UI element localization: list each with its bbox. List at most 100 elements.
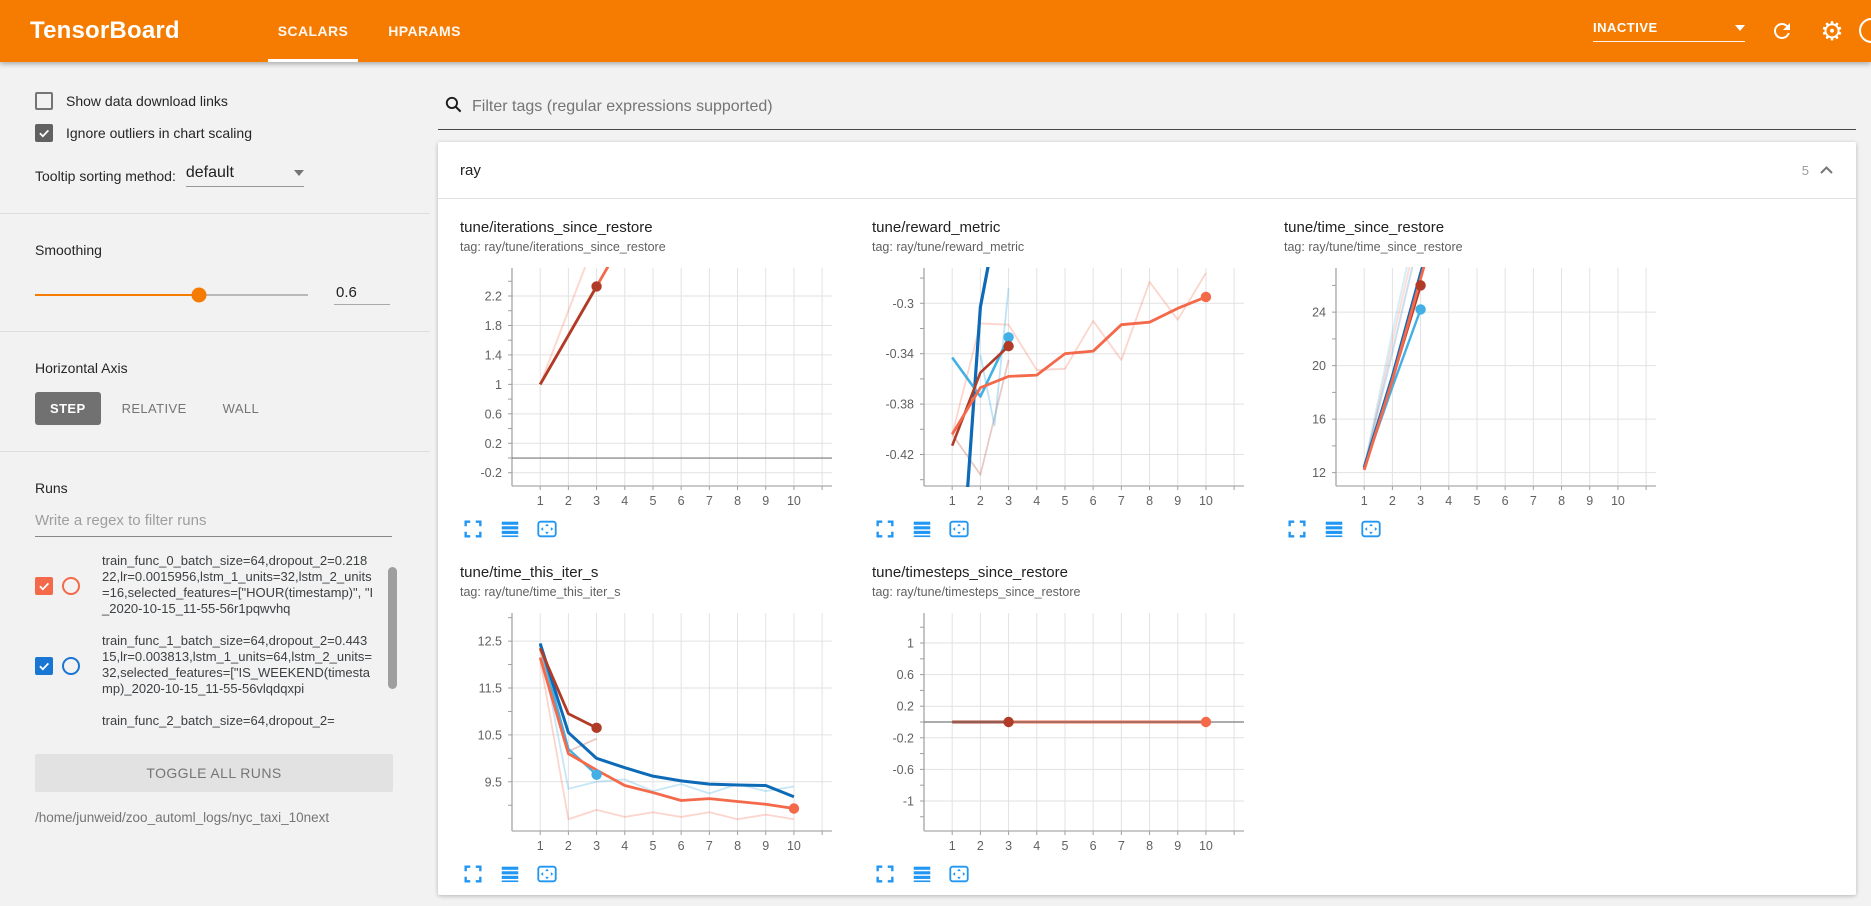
svg-text:9: 9 — [762, 494, 769, 508]
data-lines-icon[interactable] — [499, 863, 521, 885]
tag-filter-input[interactable] — [472, 98, 1852, 116]
svg-text:7: 7 — [706, 494, 713, 508]
run-isolate-radio[interactable] — [62, 577, 80, 595]
show-download-links-checkbox[interactable] — [35, 92, 53, 110]
svg-text:24: 24 — [1312, 306, 1326, 320]
svg-text:8: 8 — [1146, 494, 1153, 508]
fit-domain-icon[interactable] — [948, 518, 970, 540]
expand-icon[interactable] — [1286, 518, 1308, 540]
chart-actions — [460, 863, 850, 885]
status-dropdown[interactable]: INACTIVE — [1593, 20, 1745, 42]
data-lines-icon[interactable] — [1323, 518, 1345, 540]
svg-text:-0.34: -0.34 — [886, 347, 915, 361]
chart-title: tune/timesteps_since_restore — [872, 564, 1068, 581]
chart-title: tune/reward_metric — [872, 219, 1001, 236]
svg-text:1.4: 1.4 — [485, 348, 502, 362]
svg-text:10.5: 10.5 — [478, 728, 502, 742]
svg-text:5: 5 — [1061, 839, 1068, 853]
chart-tag: tag: ray/tune/timesteps_since_restore — [872, 585, 1081, 599]
svg-text:8: 8 — [734, 494, 741, 508]
expand-icon[interactable] — [462, 518, 484, 540]
svg-text:3: 3 — [1005, 494, 1012, 508]
svg-text:2: 2 — [565, 494, 572, 508]
svg-text:4: 4 — [621, 494, 628, 508]
svg-text:8: 8 — [734, 839, 741, 853]
chart-plot: 12.5 11.5 10.5 9.5 1 2 3 4 5 6 7 8 9 10 — [460, 607, 850, 861]
chart-tag: tag: ray/tune/reward_metric — [872, 240, 1025, 254]
svg-text:10: 10 — [1199, 494, 1213, 508]
runs-scrollbar[interactable] — [388, 567, 397, 689]
search-icon — [444, 95, 463, 119]
expand-icon[interactable] — [874, 518, 896, 540]
collapse-chevron-icon[interactable] — [1819, 165, 1834, 175]
svg-text:5: 5 — [649, 839, 656, 853]
svg-text:10: 10 — [1199, 839, 1213, 853]
chart-actions — [460, 518, 850, 540]
tab-hparams[interactable]: HPARAMS — [388, 23, 461, 39]
checkbox-label: Ignore outliers in chart scaling — [66, 125, 252, 141]
app-header: TensorBoard SCALARS HPARAMS INACTIVE ⚙ — [0, 0, 1871, 62]
run-checkbox[interactable] — [35, 577, 53, 595]
svg-text:-0.42: -0.42 — [886, 448, 915, 462]
svg-text:8: 8 — [1146, 839, 1153, 853]
app-title: TensorBoard — [30, 17, 180, 44]
data-lines-icon[interactable] — [499, 518, 521, 540]
axis-step-button[interactable]: STEP — [35, 392, 101, 425]
chart-tag: tag: ray/tune/iterations_since_restore — [460, 240, 666, 254]
svg-text:-0.6: -0.6 — [892, 763, 914, 777]
chevron-down-icon — [293, 170, 304, 176]
run-checkbox[interactable] — [35, 657, 53, 675]
ignore-outliers-checkbox-row[interactable]: Ignore outliers in chart scaling — [35, 124, 390, 142]
tab-bar: SCALARS HPARAMS — [258, 0, 481, 62]
refresh-icon[interactable] — [1769, 18, 1795, 44]
svg-text:20: 20 — [1312, 359, 1326, 373]
smoothing-label: Smoothing — [35, 242, 102, 258]
tag-group-header[interactable]: ray 5 — [438, 142, 1856, 199]
smoothing-slider-fill — [35, 293, 199, 296]
axis-wall-button[interactable]: WALL — [222, 401, 260, 416]
ignore-outliers-checkbox[interactable] — [35, 124, 53, 142]
axis-relative-button[interactable]: RELATIVE — [121, 401, 187, 416]
chart-card: tune/iterations_since_restore tag: ray/t… — [450, 219, 860, 540]
fit-domain-icon[interactable] — [536, 863, 558, 885]
run-isolate-radio[interactable] — [62, 657, 80, 675]
data-lines-icon[interactable] — [911, 863, 933, 885]
smoothing-value-field[interactable]: 0.6 — [334, 284, 390, 305]
chart-card: tune/timesteps_since_restore tag: ray/tu… — [862, 564, 1272, 885]
fit-domain-icon[interactable] — [536, 518, 558, 540]
smoothing-slider-thumb[interactable] — [191, 287, 207, 302]
expand-icon[interactable] — [462, 863, 484, 885]
tooltip-sorting-value: default — [185, 164, 234, 181]
show-download-links-checkbox-row[interactable]: Show data download links — [35, 92, 390, 110]
main-content: ray 5 tune/iterations_since_restore tag:… — [430, 62, 1871, 906]
svg-text:1: 1 — [1361, 494, 1368, 508]
run-item: train_func_2_batch_size=64,dropout_2= — [35, 713, 402, 730]
svg-text:6: 6 — [678, 839, 685, 853]
svg-text:10: 10 — [1611, 494, 1625, 508]
svg-text:1: 1 — [495, 378, 502, 392]
svg-text:2: 2 — [565, 839, 572, 853]
svg-text:4: 4 — [1033, 839, 1040, 853]
svg-text:10: 10 — [787, 839, 801, 853]
svg-text:11.5: 11.5 — [479, 682, 502, 696]
fit-domain-icon[interactable] — [948, 863, 970, 885]
smoothing-slider[interactable] — [35, 287, 308, 302]
svg-text:-0.38: -0.38 — [886, 398, 915, 412]
svg-text:0.2: 0.2 — [485, 437, 502, 451]
svg-text:8: 8 — [1558, 494, 1565, 508]
chart-plot: 24 20 16 12 1 2 3 4 5 6 7 8 9 10 — [1284, 262, 1674, 516]
svg-text:1.8: 1.8 — [485, 319, 502, 333]
runs-filter-input[interactable] — [35, 506, 392, 537]
tooltip-sorting-dropdown[interactable]: default — [185, 164, 304, 187]
svg-text:3: 3 — [1005, 839, 1012, 853]
svg-text:4: 4 — [1033, 494, 1040, 508]
chart-card: tune/time_since_restore tag: ray/tune/ti… — [1274, 219, 1684, 540]
fit-domain-icon[interactable] — [1360, 518, 1382, 540]
expand-icon[interactable] — [874, 863, 896, 885]
chart-card: tune/time_this_iter_s tag: ray/tune/time… — [450, 564, 860, 885]
toggle-all-runs-button[interactable]: TOGGLE ALL RUNS — [35, 754, 393, 792]
settings-gear-icon[interactable]: ⚙ — [1820, 15, 1844, 46]
tab-scalars[interactable]: SCALARS — [258, 0, 368, 62]
svg-text:6: 6 — [678, 494, 685, 508]
data-lines-icon[interactable] — [911, 518, 933, 540]
